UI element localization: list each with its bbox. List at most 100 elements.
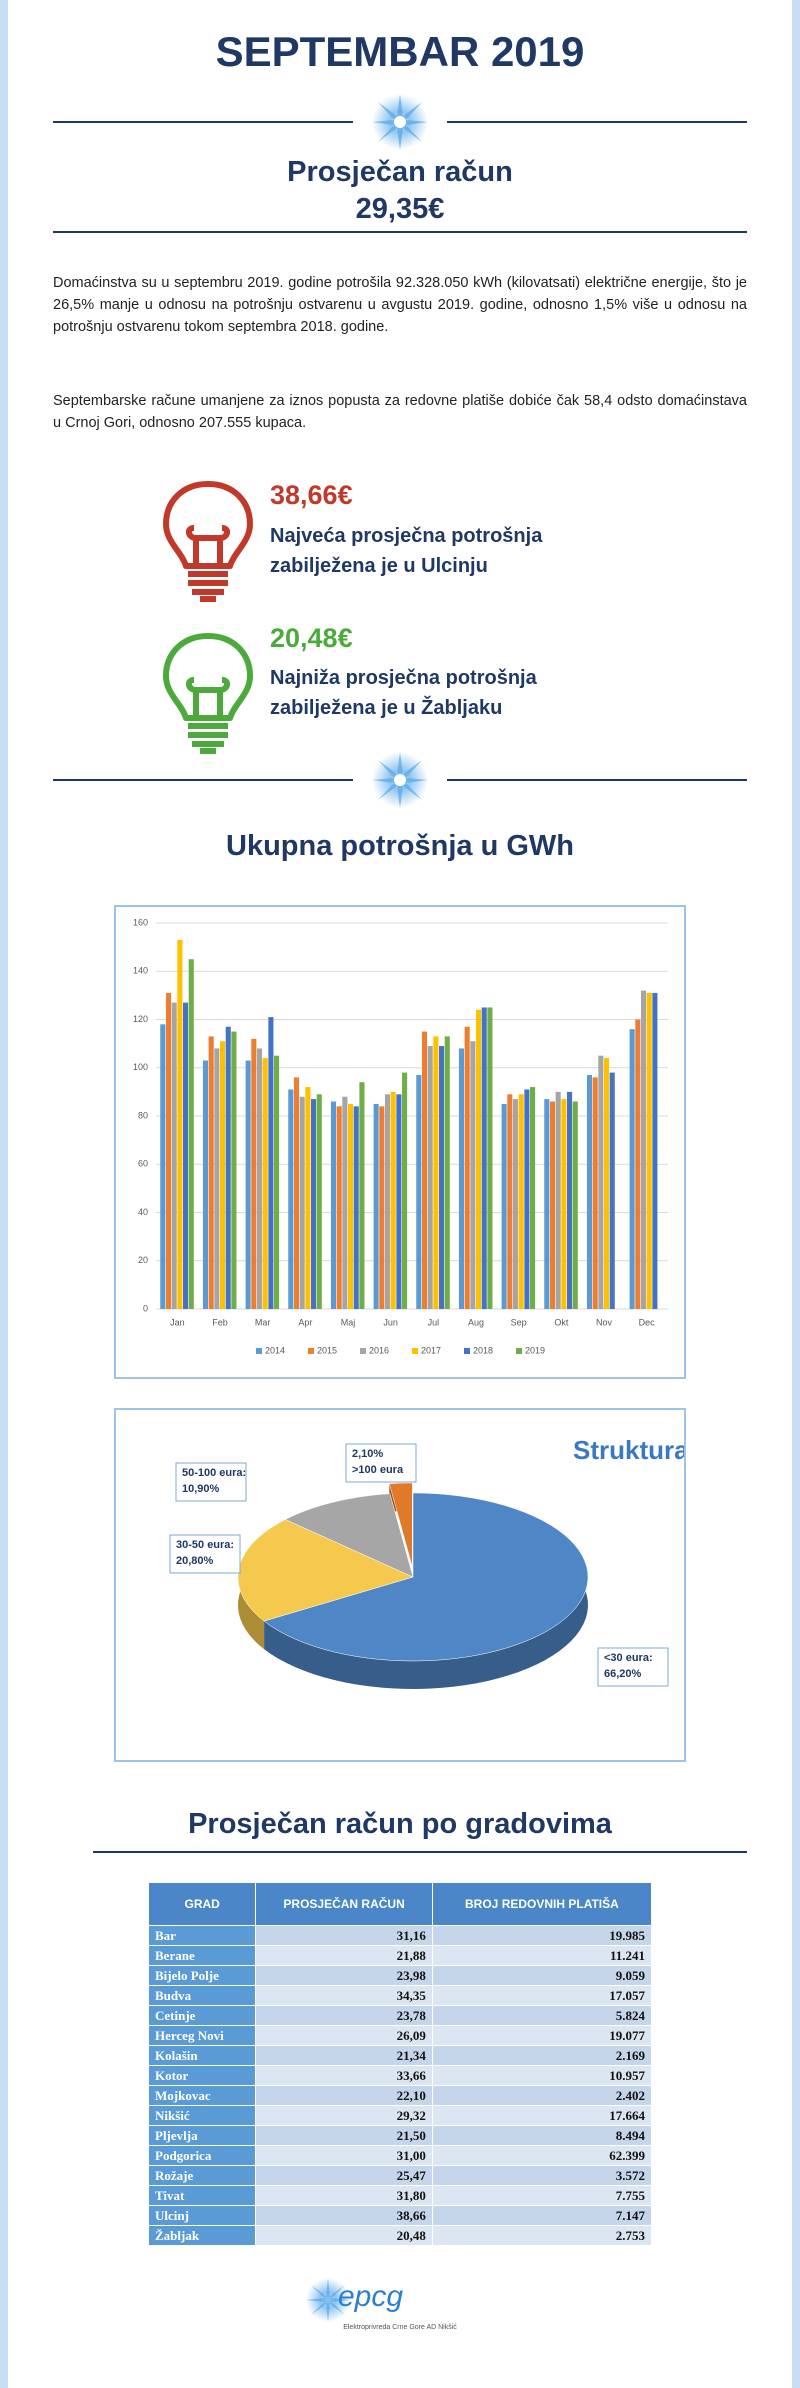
label-box <box>597 1647 669 1687</box>
highlight-text: Najniža prosječna potrošnja <box>270 667 537 689</box>
bar <box>518 1094 524 1309</box>
slice-label: <30 eura: <box>604 1652 653 1664</box>
y-tick-label: 40 <box>138 1207 148 1217</box>
value-cell: 2.169 <box>431 2045 653 2066</box>
value-cell: 23,78 <box>255 2005 433 2026</box>
max-amount: 38,66€ <box>270 480 353 510</box>
value-cell: 29,32 <box>255 2105 433 2126</box>
table-row: Žabljak 20,48 2.753 <box>147 2225 653 2246</box>
bar <box>342 1096 348 1309</box>
bar <box>481 1007 487 1309</box>
slice-label: 2,10% <box>352 1448 383 1460</box>
table-row: Herceg Novi 26,09 19.077 <box>147 2025 653 2046</box>
bar <box>359 1082 365 1309</box>
bar <box>214 1048 220 1309</box>
label-box <box>169 1534 241 1574</box>
legend-label: 2019 <box>525 1345 545 1355</box>
y-tick-label: 140 <box>133 966 148 976</box>
x-tick-label: Maj <box>341 1317 356 1327</box>
bar <box>549 1101 556 1309</box>
table-row: Podgorica 31,00 62.399 <box>147 2145 653 2166</box>
bar <box>544 1099 550 1309</box>
y-tick-label: 120 <box>133 1014 148 1024</box>
pie-slice <box>263 1492 589 1662</box>
bar <box>464 1026 470 1309</box>
value-cell: 20,48 <box>255 2225 433 2246</box>
bar <box>188 959 194 1309</box>
x-tick-label: Mar <box>255 1317 271 1327</box>
sun-icon <box>372 752 428 808</box>
x-tick-label: Okt <box>554 1317 569 1327</box>
value-cell: 23,98 <box>255 1965 433 1986</box>
divider <box>447 779 747 781</box>
legend-label: 2017 <box>421 1345 441 1355</box>
bar <box>609 1072 615 1309</box>
value-cell: 7.755 <box>431 2185 653 2206</box>
bar <box>439 1046 445 1309</box>
table-row: Berane 21,88 11.241 <box>147 1945 653 1966</box>
pie-chart: Struktura računa <30 eura: 66,20% 30-50 eur… <box>114 1408 686 1762</box>
bar <box>396 1094 402 1309</box>
x-tick-label: Jan <box>170 1317 185 1327</box>
y-tick-label: 160 <box>133 917 148 927</box>
bar <box>390 1091 396 1309</box>
bar <box>245 1060 251 1309</box>
divider <box>93 1851 747 1853</box>
city-cell: Herceg Novi <box>147 2025 257 2046</box>
pie-slice <box>284 1493 414 1578</box>
table-row: Pljevlja 21,50 8.494 <box>147 2125 653 2146</box>
header-row: GRAD PROSJEČAN RAČUN BROJ REDOVNIH PLATIŠA <box>147 1882 653 1926</box>
city-cell: Mojkovac <box>147 2085 257 2106</box>
legend-label: 2018 <box>473 1345 493 1355</box>
bar <box>311 1099 317 1309</box>
legend-swatch <box>464 1348 470 1354</box>
value-cell: 22,10 <box>255 2085 433 2106</box>
bar <box>288 1089 294 1309</box>
bar <box>507 1094 513 1309</box>
divider <box>53 779 353 781</box>
bar <box>592 1077 598 1309</box>
bulb-icon-red <box>163 481 253 602</box>
bar <box>256 1048 263 1309</box>
city-cell: Pljevlja <box>147 2125 257 2146</box>
city-cell: Rožaje <box>147 2165 257 2186</box>
y-tick-label: 20 <box>138 1255 148 1265</box>
bar <box>251 1038 257 1309</box>
table-row: Ulcinj 38,66 7.147 <box>147 2205 653 2226</box>
bar <box>373 1103 379 1309</box>
y-tick-label: 60 <box>138 1159 148 1169</box>
divider <box>53 231 747 233</box>
value-cell: 19.077 <box>431 2025 653 2046</box>
y-tick-label: 0 <box>143 1303 148 1313</box>
bar <box>598 1055 604 1309</box>
slice-label: >100 eura <box>352 1464 404 1476</box>
bar <box>299 1096 305 1309</box>
bar <box>220 1041 226 1309</box>
slice-label: 50-100 eura: <box>182 1467 246 1479</box>
average-bill: 29,35€ <box>355 193 445 225</box>
divider <box>447 121 747 123</box>
bulb-icon-green <box>163 633 253 754</box>
slice-label: 66,20% <box>604 1668 642 1680</box>
value-cell: 17.057 <box>431 1985 653 2006</box>
city-cell: Ulcinj <box>147 2205 257 2226</box>
bar <box>433 1036 439 1309</box>
bar <box>177 939 183 1309</box>
logo-text: epcg <box>338 2280 404 2313</box>
legend-swatch <box>256 1348 262 1354</box>
table-row: Kolašin 21,34 2.169 <box>147 2045 653 2066</box>
bar <box>586 1074 593 1309</box>
bar <box>231 1031 237 1309</box>
value-cell: 10.957 <box>431 2065 653 2086</box>
bar <box>427 1046 433 1309</box>
bar <box>348 1103 354 1309</box>
value-cell: 2.753 <box>431 2225 653 2246</box>
city-cell: Cetinje <box>147 2005 257 2026</box>
city-table: GRAD PROSJEČAN RAČUN BROJ REDOVNIH PLATIŠA… <box>147 1882 653 2246</box>
bar <box>202 1060 209 1309</box>
bar <box>561 1099 567 1309</box>
legend-label: 2014 <box>265 1345 285 1355</box>
bar <box>476 1009 482 1309</box>
bar <box>171 1002 177 1309</box>
table-row: Budva 34,35 17.057 <box>147 1985 653 2006</box>
